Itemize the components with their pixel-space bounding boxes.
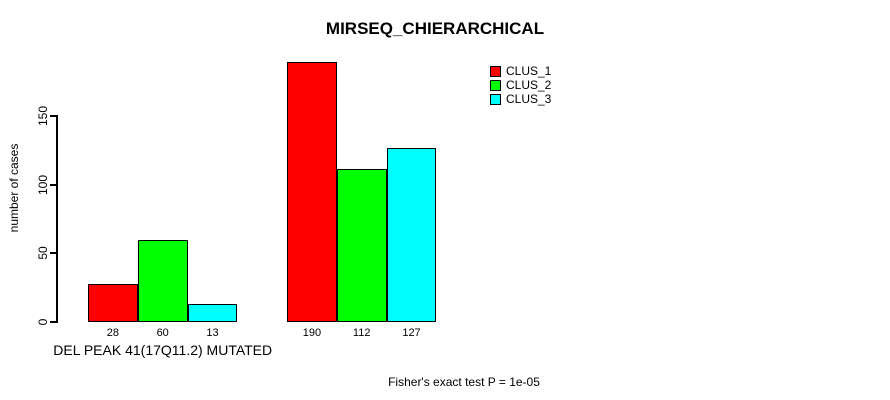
bar-value-label: 112	[352, 327, 371, 339]
y-tick-mark	[50, 115, 56, 118]
y-tick-mark	[50, 320, 56, 323]
bar	[88, 283, 138, 322]
y-tick-label: 50	[36, 246, 50, 260]
y-tick-mark	[50, 183, 56, 186]
bar	[287, 62, 337, 322]
bar	[386, 148, 437, 322]
y-tick-label: 0	[36, 318, 50, 325]
y-tick-mark	[50, 252, 56, 255]
chart-title: MIRSEQ_CHIERARCHICAL	[325, 19, 545, 38]
bar-value-label: 190	[302, 327, 322, 339]
legend-label: CLUS_2	[506, 78, 552, 92]
bar	[187, 304, 238, 322]
pvalue-annotation: Fisher's exact test P = 1e-05	[388, 375, 540, 389]
legend-label: CLUS_3	[506, 92, 552, 106]
legend-swatch	[490, 80, 501, 91]
bar	[336, 168, 387, 322]
y-axis-line	[56, 115, 58, 323]
y-tick-label: 150	[36, 106, 50, 127]
bar	[137, 239, 188, 322]
x-group-label: DEL PEAK 41(17Q11.2) MUTATED	[53, 342, 273, 358]
legend-swatch	[490, 66, 501, 77]
legend-swatch	[490, 94, 501, 105]
y-axis-label: number of cases	[7, 143, 21, 233]
legend-label: CLUS_1	[506, 64, 552, 78]
bar-value-label: 127	[402, 327, 421, 339]
bar-value-label: 13	[206, 327, 219, 339]
y-tick-label: 100	[36, 174, 50, 195]
bar-value-label: 60	[156, 327, 169, 339]
bar-value-label: 28	[106, 327, 120, 339]
